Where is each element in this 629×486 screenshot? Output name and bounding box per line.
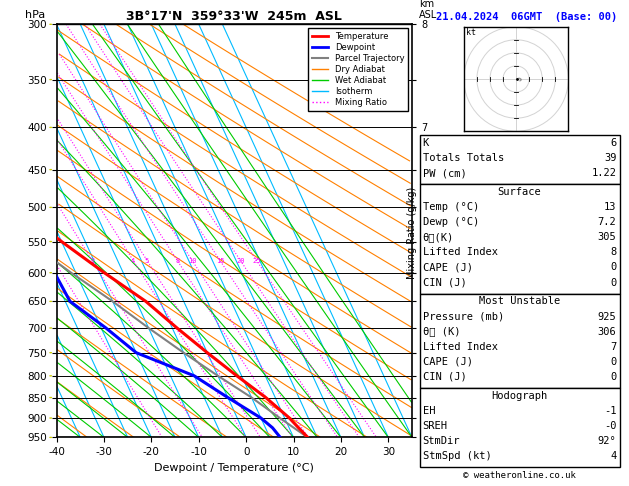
Text: 1.22: 1.22 <box>591 168 616 178</box>
Text: -1: -1 <box>604 406 616 416</box>
Text: Hodograph: Hodograph <box>491 391 548 401</box>
Text: CIN (J): CIN (J) <box>423 372 467 382</box>
Text: 2: 2 <box>90 258 94 263</box>
Legend: Temperature, Dewpoint, Parcel Trajectory, Dry Adiabat, Wet Adiabat, Isotherm, Mi: Temperature, Dewpoint, Parcel Trajectory… <box>308 29 408 111</box>
Text: 0: 0 <box>610 278 616 288</box>
Text: kt: kt <box>467 28 476 36</box>
Text: 13: 13 <box>604 202 616 212</box>
Text: Pressure (mb): Pressure (mb) <box>423 312 504 322</box>
Text: 6: 6 <box>610 138 616 148</box>
Text: Most Unstable: Most Unstable <box>479 296 560 307</box>
Text: 925: 925 <box>598 312 616 322</box>
Text: SREH: SREH <box>423 421 448 431</box>
Text: hPa: hPa <box>25 10 45 20</box>
X-axis label: Dewpoint / Temperature (°C): Dewpoint / Temperature (°C) <box>154 463 314 473</box>
Text: StmDir: StmDir <box>423 436 460 446</box>
Text: K: K <box>423 138 429 148</box>
Text: -0: -0 <box>604 421 616 431</box>
Text: 39: 39 <box>604 153 616 163</box>
Text: θᴇ (K): θᴇ (K) <box>423 327 460 337</box>
Text: PW (cm): PW (cm) <box>423 168 467 178</box>
Text: Dewp (°C): Dewp (°C) <box>423 217 479 227</box>
Title: 3B°17'N  359°33'W  245m  ASL: 3B°17'N 359°33'W 245m ASL <box>126 10 342 23</box>
Text: 4: 4 <box>610 451 616 461</box>
Text: EH: EH <box>423 406 435 416</box>
Text: CAPE (J): CAPE (J) <box>423 357 472 367</box>
Text: 5: 5 <box>145 258 149 263</box>
Text: © weatheronline.co.uk: © weatheronline.co.uk <box>463 471 576 480</box>
Text: 0: 0 <box>610 372 616 382</box>
Text: 21.04.2024  06GMT  (Base: 00): 21.04.2024 06GMT (Base: 00) <box>437 12 618 22</box>
Text: 305: 305 <box>598 232 616 243</box>
Text: 15: 15 <box>216 258 225 263</box>
Text: 0: 0 <box>610 357 616 367</box>
Text: 0: 0 <box>610 262 616 273</box>
Text: θᴇ(K): θᴇ(K) <box>423 232 454 243</box>
Text: 25: 25 <box>252 258 261 263</box>
Text: 8: 8 <box>610 247 616 258</box>
Text: Surface: Surface <box>498 187 542 197</box>
Text: km
ASL: km ASL <box>419 0 437 20</box>
Text: CAPE (J): CAPE (J) <box>423 262 472 273</box>
Text: 4: 4 <box>131 258 135 263</box>
Text: CIN (J): CIN (J) <box>423 278 467 288</box>
Text: 20: 20 <box>236 258 245 263</box>
Text: 10: 10 <box>188 258 196 263</box>
Text: 7.2: 7.2 <box>598 217 616 227</box>
Text: StmSpd (kt): StmSpd (kt) <box>423 451 491 461</box>
Text: Temp (°C): Temp (°C) <box>423 202 479 212</box>
Text: 92°: 92° <box>598 436 616 446</box>
Text: 8: 8 <box>175 258 179 263</box>
Text: Totals Totals: Totals Totals <box>423 153 504 163</box>
Text: 306: 306 <box>598 327 616 337</box>
Text: 7: 7 <box>610 342 616 352</box>
Text: Lifted Index: Lifted Index <box>423 342 498 352</box>
Text: Mixing Ratio (g/kg): Mixing Ratio (g/kg) <box>407 187 417 279</box>
Text: Lifted Index: Lifted Index <box>423 247 498 258</box>
